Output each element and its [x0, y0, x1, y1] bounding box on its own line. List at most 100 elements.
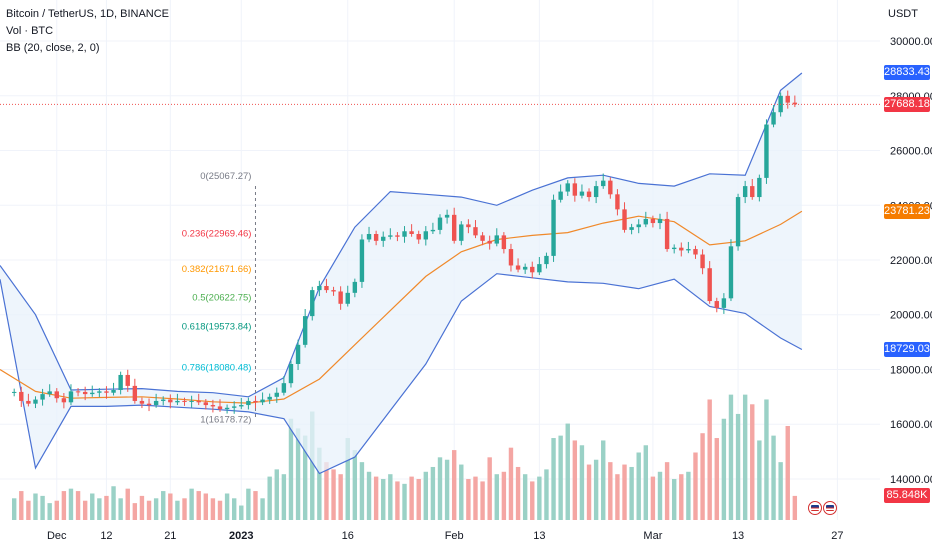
- candle: [139, 397, 145, 409]
- volume-bar: [366, 471, 372, 520]
- volume-bar: [288, 418, 294, 520]
- candle-body: [40, 394, 45, 400]
- candle: [75, 388, 81, 397]
- fib-level-label: 0(25067.27): [200, 171, 251, 182]
- volume-bar: [196, 491, 201, 520]
- volume-bar: [537, 476, 542, 520]
- candle: [579, 184, 585, 199]
- price-axis-tick: 26000.00: [890, 146, 932, 158]
- volume-bar: [409, 476, 414, 520]
- candle: [317, 280, 322, 297]
- candle: [260, 392, 265, 406]
- candle: [82, 386, 88, 401]
- candle: [40, 388, 45, 406]
- volume-bar: [33, 493, 38, 520]
- candle: [750, 178, 755, 200]
- time-axis-tick: 16: [342, 530, 354, 542]
- candle-body: [586, 191, 592, 198]
- volume-bar: [601, 440, 606, 520]
- fib-level-label: 1(16178.72): [200, 414, 251, 425]
- candle: [189, 395, 194, 408]
- candle: [26, 393, 31, 407]
- bollinger-indicator-label[interactable]: BB (20, close, 2, 0): [6, 42, 100, 54]
- candle-body: [409, 231, 414, 234]
- candle-body: [430, 229, 436, 232]
- volume-bar: [175, 500, 180, 520]
- candle-body: [601, 180, 606, 187]
- candle-body: [487, 240, 492, 244]
- volume-indicator-label[interactable]: Vol · BTC: [6, 25, 54, 37]
- volume-bar: [664, 462, 670, 520]
- volume-bar: [161, 491, 166, 520]
- candle-body: [728, 246, 734, 299]
- candle: [522, 263, 528, 274]
- candle: [132, 378, 138, 404]
- candle: [671, 244, 677, 254]
- time-axis-tick: 21: [164, 530, 176, 542]
- fib-level-label: 0.786(18080.48): [182, 362, 252, 373]
- candle: [459, 221, 464, 246]
- candle: [466, 219, 471, 234]
- candle-body: [161, 399, 166, 401]
- price-axis-tick: 18000.00: [890, 364, 932, 376]
- candle-body: [664, 218, 670, 250]
- symbol-title[interactable]: Bitcoin / TetherUS, 1D, BINANCE: [6, 8, 170, 20]
- candle: [352, 278, 358, 298]
- candle: [693, 245, 698, 259]
- candle-body: [615, 194, 620, 210]
- candle-body: [650, 218, 656, 224]
- candle: [430, 222, 436, 234]
- volume-bar: [757, 440, 762, 520]
- volume-bar: [210, 498, 216, 520]
- candle-body: [11, 391, 17, 393]
- volume-bar: [522, 474, 528, 520]
- candle-body: [473, 227, 478, 236]
- us-flag-event-icon[interactable]: [823, 501, 837, 515]
- candle: [451, 207, 457, 244]
- candle-body: [671, 247, 677, 250]
- candle-body: [224, 407, 230, 410]
- candle: [423, 226, 429, 246]
- candle: [118, 371, 123, 395]
- candle: [373, 230, 379, 246]
- candle: [572, 178, 578, 202]
- fibonacci-retracement: 0(25067.27) 0.236(22969.46) 0.382(21671.66…: [182, 171, 256, 425]
- fib-level-label: 0.618(19573.84): [182, 321, 252, 332]
- candle: [714, 297, 719, 313]
- candle: [239, 397, 244, 410]
- candle-body: [324, 286, 329, 291]
- volume-badge: 85.848K: [884, 488, 930, 504]
- volume-bar: [700, 433, 705, 520]
- candle-body: [515, 265, 521, 270]
- volume-bar: [388, 474, 393, 520]
- candle: [530, 261, 535, 279]
- us-flag-event-icon[interactable]: [808, 501, 822, 515]
- volume-bar: [146, 500, 152, 520]
- volume-bar: [565, 423, 570, 520]
- candle: [224, 404, 230, 414]
- candle-body: [381, 236, 386, 241]
- volume-bar: [693, 452, 698, 520]
- price-axis-tick: 14000.00: [890, 474, 932, 486]
- time-axis-tick: 13: [533, 530, 545, 542]
- volume-bar: [267, 476, 272, 520]
- volume-bar: [728, 394, 734, 520]
- volume-bar: [530, 481, 535, 520]
- candle-body: [352, 281, 358, 293]
- candle-body: [260, 399, 265, 403]
- candle: [11, 388, 17, 397]
- candle: [515, 258, 521, 273]
- volume-bar: [125, 488, 130, 520]
- candle-body: [459, 224, 464, 241]
- candle: [146, 398, 152, 412]
- candle: [437, 214, 443, 235]
- volume-bar: [82, 500, 88, 520]
- candle: [544, 252, 549, 269]
- volume-bar: [104, 495, 109, 520]
- candle: [274, 387, 279, 403]
- volume-bar: [657, 471, 663, 520]
- price-axis-tick: 30000.00: [890, 36, 932, 48]
- volume-bar: [168, 493, 173, 520]
